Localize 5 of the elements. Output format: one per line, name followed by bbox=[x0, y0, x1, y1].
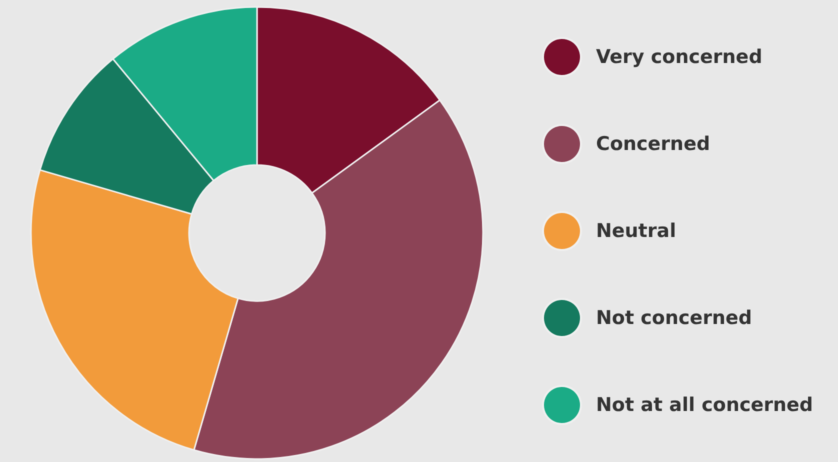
legend-label: Not concerned bbox=[596, 307, 752, 329]
legend-label: Very concerned bbox=[596, 46, 762, 68]
legend-label: Neutral bbox=[596, 220, 676, 242]
legend-label: Not at all concerned bbox=[596, 394, 814, 416]
legend-label: Concerned bbox=[596, 133, 710, 155]
